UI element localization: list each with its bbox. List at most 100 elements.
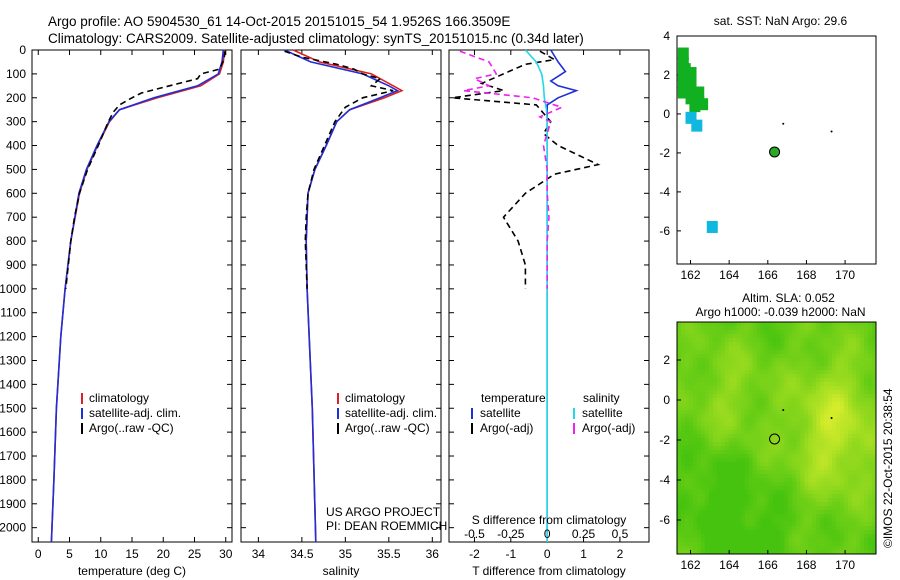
sla-heatmap-cell xyxy=(744,478,750,483)
sla-heatmap-cell xyxy=(744,426,750,431)
sst_map-ytick-label: 0 xyxy=(663,107,670,121)
sla-heatmap-cell xyxy=(784,486,789,491)
sla-heatmap-cell xyxy=(696,322,702,327)
sla-heatmap-cell xyxy=(848,374,853,379)
sla-heatmap-cell xyxy=(772,530,777,535)
sla-heatmap-cell xyxy=(728,338,734,343)
sst_map-xtick-label: 162 xyxy=(681,268,701,282)
sla-heatmap-cell xyxy=(820,442,825,447)
sla-heatmap-cell xyxy=(800,514,805,519)
sla-heatmap-cell xyxy=(740,546,746,551)
sla-heatmap-cell xyxy=(860,454,865,459)
sla-heatmap-cell xyxy=(716,486,722,491)
sla-heatmap-cell xyxy=(824,490,829,495)
sla-heatmap-cell xyxy=(732,538,738,543)
sla-heatmap-cell xyxy=(848,358,853,363)
sla-heatmap-cell xyxy=(684,538,690,543)
sla-heatmap-cell xyxy=(804,538,809,543)
sla-heatmap-cell xyxy=(716,530,722,535)
sla-heatmap-cell xyxy=(716,478,722,483)
sla-heatmap-cell xyxy=(772,446,777,451)
sla-heatmap-cell xyxy=(756,438,761,443)
sla-heatmap-cell xyxy=(784,402,789,407)
sla-heatmap-cell xyxy=(820,350,825,355)
sla-heatmap-cell xyxy=(836,374,841,379)
sla-heatmap-cell xyxy=(788,506,793,511)
sla-heatmap-cell xyxy=(756,490,761,495)
sla-heatmap-cell xyxy=(728,358,734,363)
sla-heatmap-cell xyxy=(732,526,738,531)
sla-heatmap-cell xyxy=(836,486,841,491)
sla-heatmap-cell xyxy=(688,378,694,383)
sla-heatmap-cell xyxy=(804,498,809,503)
sla-heatmap-cell xyxy=(776,530,781,535)
sla-heatmap-cell xyxy=(704,474,710,479)
sla-heatmap-cell xyxy=(864,486,869,491)
sla-heatmap-cell xyxy=(812,354,817,359)
sla-heatmap-cell xyxy=(736,426,742,431)
sla-heatmap-cell xyxy=(728,378,734,383)
sla-heatmap-cell xyxy=(824,438,829,443)
sla-heatmap-cell xyxy=(728,346,734,351)
sla-heatmap-cell xyxy=(856,466,861,471)
sla-heatmap-cell xyxy=(696,354,702,359)
sla-heatmap-cell xyxy=(872,454,877,459)
sla-heatmap-cell xyxy=(800,470,805,475)
sla-heatmap-cell xyxy=(796,438,801,443)
sla-heatmap-cell xyxy=(812,382,817,387)
sla-heatmap-cell xyxy=(780,374,785,379)
sla-heatmap-cell xyxy=(788,530,793,535)
sla-heatmap-cell xyxy=(776,542,781,547)
sla-heatmap-cell xyxy=(740,458,746,463)
sla-heatmap-cell xyxy=(716,414,722,419)
sla-heatmap-cell xyxy=(696,418,702,423)
sla-heatmap-cell xyxy=(824,326,829,331)
sla-heatmap-cell xyxy=(796,442,801,447)
sla-heatmap-cell xyxy=(788,346,793,351)
sla-heatmap-cell xyxy=(764,386,769,391)
sla-heatmap-cell xyxy=(768,462,773,467)
sla-heatmap-cell xyxy=(836,370,841,375)
sla-heatmap-cell xyxy=(796,490,801,495)
sla-heatmap-cell xyxy=(820,434,825,439)
sla-heatmap-cell xyxy=(840,374,845,379)
sla-heatmap-cell xyxy=(836,358,841,363)
sla-heatmap-cell xyxy=(712,522,718,527)
sla-heatmap-cell xyxy=(872,362,877,367)
sla-heatmap-cell xyxy=(784,522,789,527)
sla-heatmap-cell xyxy=(720,550,726,555)
sla-heatmap-cell xyxy=(684,534,690,539)
sla-heatmap-cell xyxy=(868,538,873,543)
sla-heatmap-cell xyxy=(772,462,777,467)
sla-heatmap-cell xyxy=(732,410,738,415)
sla-heatmap-cell xyxy=(704,330,710,335)
sla-heatmap-cell xyxy=(704,498,710,503)
sla-heatmap-cell xyxy=(688,530,694,535)
sla-heatmap-cell xyxy=(776,430,781,435)
sla-heatmap-cell xyxy=(768,422,773,427)
sla-heatmap-cell xyxy=(740,390,746,395)
sla-heatmap-cell xyxy=(808,494,813,499)
sla-heatmap-cell xyxy=(868,410,873,415)
sla-heatmap-cell xyxy=(864,510,869,515)
sla-heatmap-cell xyxy=(764,394,769,399)
sla-heatmap-cell xyxy=(800,354,805,359)
sla-heatmap-cell xyxy=(856,402,861,407)
sla-heatmap-cell xyxy=(872,326,877,331)
sla-heatmap-cell xyxy=(844,550,849,555)
sla-heatmap-cell xyxy=(704,394,710,399)
sla-heatmap-cell xyxy=(812,398,817,403)
sla-heatmap-cell xyxy=(784,502,789,507)
sla-heatmap-cell xyxy=(684,362,690,367)
sla-heatmap-cell xyxy=(844,406,849,411)
sla-heatmap-cell xyxy=(768,502,773,507)
sla-heatmap-cell xyxy=(836,506,841,511)
sla-heatmap-cell xyxy=(768,394,773,399)
sla-heatmap-cell xyxy=(840,414,845,419)
sla-heatmap-cell xyxy=(764,502,769,507)
sla-heatmap-cell xyxy=(864,382,869,387)
sla-heatmap-cell xyxy=(696,406,702,411)
sla-heatmap-cell xyxy=(752,542,757,547)
sla-heatmap-cell xyxy=(768,378,773,383)
sla-heatmap-cell xyxy=(864,334,869,339)
